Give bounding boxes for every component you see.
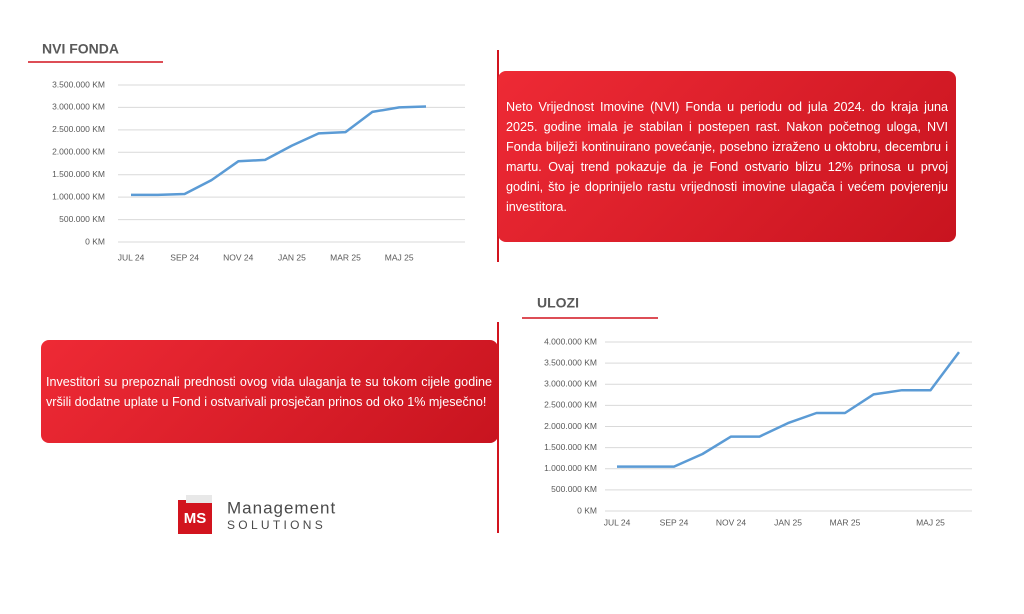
x-tick-label: SEP 24: [170, 252, 199, 262]
y-tick-label: 2.500.000 KM: [544, 400, 597, 410]
y-tick-label: 2.000.000 KM: [52, 147, 105, 157]
y-tick-label: 0 KM: [85, 236, 105, 246]
y-tick-label: 3.000.000 KM: [544, 379, 597, 389]
data-line: [131, 105, 427, 197]
y-tick-label: 1.000.000 KM: [544, 463, 597, 473]
note-box: Investitori su prepoznali prednosti ovog…: [41, 340, 498, 443]
x-tick-label: NOV 24: [716, 517, 747, 527]
x-tick-label: MAJ 25: [385, 252, 414, 262]
y-tick-label: 3.500.000 KM: [52, 79, 105, 89]
chart-title: NVI FONDA: [42, 41, 119, 57]
data-line: [617, 351, 961, 468]
logo: MS Management SOLUTIONS: [178, 495, 336, 534]
y-tick-label: 500.000 KM: [551, 484, 597, 494]
y-tick-label: 1.500.000 KM: [52, 169, 105, 179]
logo-accent: [186, 495, 212, 503]
note-box: Neto Vrijednost Imovine (NVI) Fonda u pe…: [498, 71, 956, 242]
y-tick-label: 500.000 KM: [59, 214, 105, 224]
y-tick-label: 0 KM: [577, 505, 597, 515]
x-tick-label: JAN 25: [774, 517, 802, 527]
x-tick-label: JAN 25: [278, 252, 306, 262]
logo-mark: MS: [184, 510, 207, 527]
y-tick-label: 2.000.000 KM: [544, 421, 597, 431]
x-tick-label: MAR 25: [330, 252, 361, 262]
y-tick-label: 1.000.000 KM: [52, 191, 105, 201]
note-text: Investitori su prepoznali prednosti ovog…: [46, 374, 492, 409]
x-tick-label: SEP 24: [660, 517, 689, 527]
y-tick-label: 2.500.000 KM: [52, 124, 105, 134]
logo-tagline: SOLUTIONS: [227, 518, 326, 532]
y-tick-label: 3.000.000 KM: [52, 102, 105, 112]
x-tick-label: JUL 24: [604, 517, 631, 527]
x-tick-label: JUL 24: [118, 252, 145, 262]
note-text: Neto Vrijednost Imovine (NVI) Fonda u pe…: [506, 99, 948, 214]
x-tick-label: MAJ 25: [916, 517, 945, 527]
y-tick-label: 1.500.000 KM: [544, 442, 597, 452]
chart-title: ULOZI: [537, 295, 579, 311]
y-tick-label: 3.500.000 KM: [544, 357, 597, 367]
x-tick-label: NOV 24: [223, 252, 254, 262]
y-tick-label: 4.000.000 KM: [544, 336, 597, 346]
x-tick-label: MAR 25: [830, 517, 861, 527]
logo-square: [178, 500, 212, 534]
logo-name: Management: [227, 498, 336, 517]
